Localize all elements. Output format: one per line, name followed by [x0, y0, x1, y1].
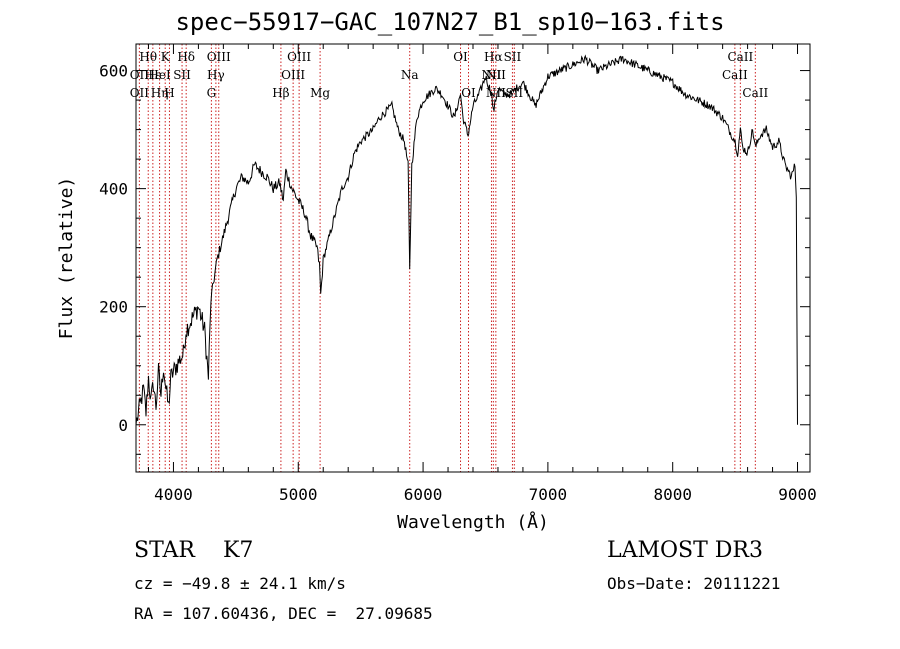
line-label-26: CaII	[727, 50, 753, 64]
line-label-28: CaII	[742, 86, 768, 100]
x-tick-label: 6000	[404, 485, 443, 504]
line-label-10: OIII	[207, 50, 231, 64]
y-tick-label: 200	[99, 298, 128, 317]
line-label-6: HeI	[148, 68, 171, 82]
line-label-14: OIII	[281, 68, 305, 82]
y-tick-label: 0	[118, 416, 128, 435]
emission-line-markers	[138, 44, 756, 472]
x-axis-label: Wavelength (Å)	[397, 511, 549, 533]
observation-date: Obs−Date: 20111221	[607, 574, 781, 593]
line-label-5: K	[161, 50, 171, 64]
line-label-11: Hγ	[207, 68, 225, 82]
line-label-27: CaII	[722, 68, 748, 82]
line-label-8: SII	[173, 68, 191, 82]
line-label-15: Hβ	[272, 86, 289, 100]
object-class: STAR K7	[134, 538, 253, 563]
y-axis: 0 200 400 600	[99, 62, 810, 455]
line-label-23: NII	[486, 68, 506, 82]
line-label-19: OI	[461, 86, 476, 100]
line-label-13: OIII	[287, 50, 311, 64]
line-label-7: H	[164, 86, 174, 100]
line-label-9: Hδ	[177, 50, 195, 64]
line-label-20: Hα	[484, 50, 503, 64]
chart-title: spec−55917−GAC_107N27_B1_sp10−163.fits	[175, 8, 725, 36]
line-label-4: Hη	[151, 86, 169, 100]
object-subclass: K7	[222, 538, 254, 563]
x-tick-label: 4000	[154, 485, 193, 504]
line-label-0: Hθ	[139, 50, 157, 64]
line-label-12: G	[207, 86, 217, 100]
survey-name: LAMOST DR3	[607, 538, 763, 563]
x-tick-label: 7000	[529, 485, 568, 504]
x-tick-label: 8000	[653, 485, 692, 504]
line-label-16: Mg	[310, 86, 330, 100]
y-tick-label: 600	[99, 62, 128, 81]
x-tick-label: 5000	[279, 485, 318, 504]
line-label-1: OII	[130, 68, 150, 82]
coordinates-readout: RA = 107.60436, DEC = 27.09685	[134, 604, 433, 623]
object-class-value: STAR	[134, 538, 195, 563]
x-axis: 4000 5000 6000 7000 8000 9000	[147, 44, 817, 504]
x-tick-label: 9000	[778, 485, 817, 504]
redshift-readout: cz = −49.8 ± 24.1 km/s	[134, 574, 346, 593]
spectrum-line	[135, 54, 798, 425]
line-label-21: SII	[504, 50, 522, 64]
line-label-18: OI	[453, 50, 468, 64]
line-label-2: OII	[130, 86, 150, 100]
line-label-17: Na	[401, 68, 419, 82]
y-tick-label: 400	[99, 180, 128, 199]
y-axis-label: Flux (relative)	[56, 177, 77, 340]
line-label-3: Hε	[145, 68, 162, 82]
